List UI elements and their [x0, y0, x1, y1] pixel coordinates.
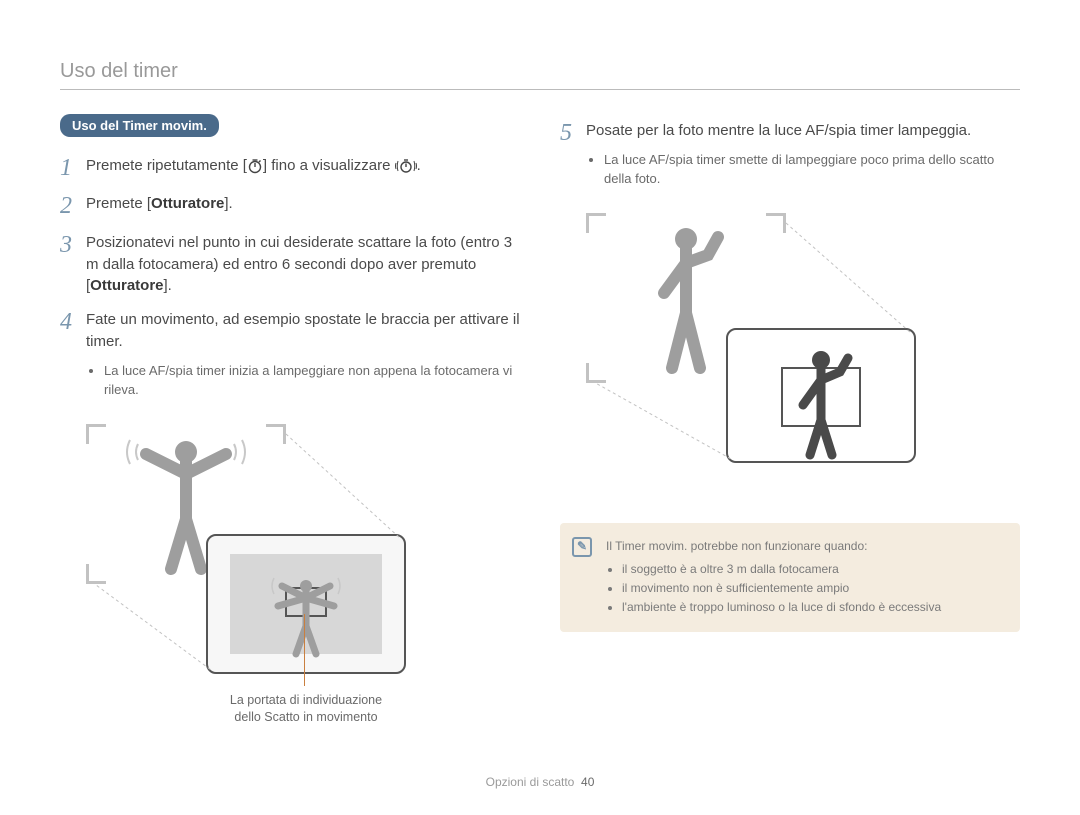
- step-text: .: [417, 157, 421, 174]
- step-text: Posate per la foto mentre la luce AF/spi…: [586, 122, 971, 139]
- step-bullet: La luce AF/spia timer smette di lampeggi…: [604, 150, 1020, 189]
- step-body: Fate un movimento, ad esempio spostate l…: [86, 309, 520, 412]
- step-bold: Otturatore: [90, 277, 163, 294]
- note-item: il soggetto è a oltre 3 m dalla fotocame…: [622, 560, 1006, 579]
- step-text: Premete [: [86, 195, 151, 212]
- connector-lines: [586, 213, 926, 473]
- note-icon: ✎: [572, 537, 592, 557]
- figure-pose: [586, 213, 1020, 493]
- left-column: Uso del Timer movim. 1 Premete ripetutam…: [60, 114, 520, 724]
- step-num: 2: [60, 193, 86, 219]
- figure-motion-detect: La portata di individuazione dello Scatt…: [86, 424, 520, 724]
- page-footer: Opzioni di scatto 40: [0, 775, 1080, 789]
- step-2: 2 Premete [Otturatore].: [60, 193, 520, 219]
- step-text: ].: [224, 195, 232, 212]
- step-num: 1: [60, 155, 86, 181]
- step-1: 1 Premete ripetutamente [ ] fino a visual…: [60, 155, 520, 181]
- footer-page: 40: [581, 775, 594, 789]
- step-body: Premete [Otturatore].: [86, 193, 520, 219]
- step-text: ] fino a visualizzare: [263, 157, 395, 174]
- page-header: Uso del timer: [60, 60, 1020, 90]
- step-body: Posate per la foto mentre la luce AF/spi…: [586, 120, 1020, 201]
- note-lead: Il Timer movim. potrebbe non funzionare …: [606, 537, 1006, 556]
- figure-caption: La portata di individuazione dello Scatt…: [206, 692, 406, 727]
- callout-line: [304, 614, 305, 686]
- step-bullet: La luce AF/spia timer inizia a lampeggia…: [104, 361, 520, 400]
- step-num: 3: [60, 232, 86, 297]
- caption-line: La portata di individuazione: [230, 693, 382, 707]
- caption-line: dello Scatto in movimento: [234, 710, 377, 724]
- step-4: 4 Fate un movimento, ad esempio spostate…: [60, 309, 520, 412]
- step-text: Premete ripetutamente [: [86, 157, 247, 174]
- note-item: l'ambiente è troppo luminoso o la luce d…: [622, 598, 1006, 617]
- section-pill: Uso del Timer movim.: [60, 114, 219, 137]
- step-bullet-list: La luce AF/spia timer inizia a lampeggia…: [104, 361, 520, 400]
- step-body: Premete ripetutamente [ ] fino a visualiz…: [86, 155, 520, 181]
- step-3: 3 Posizionatevi nel punto in cui desider…: [60, 232, 520, 297]
- step-bold: Otturatore: [151, 195, 224, 212]
- motion-timer-icon: [395, 158, 417, 174]
- step-num: 5: [560, 120, 586, 201]
- note-list: il soggetto è a oltre 3 m dalla fotocame…: [622, 560, 1006, 618]
- step-text: Fate un movimento, ad esempio spostate l…: [86, 311, 520, 350]
- note-item: il movimento non è sufficientemente ampi…: [622, 579, 1006, 598]
- right-column: 5 Posate per la foto mentre la luce AF/s…: [560, 114, 1020, 724]
- step-num: 4: [60, 309, 86, 412]
- step-5: 5 Posate per la foto mentre la luce AF/s…: [560, 120, 1020, 201]
- step-body: Posizionatevi nel punto in cui desiderat…: [86, 232, 520, 297]
- content-columns: Uso del Timer movim. 1 Premete ripetutam…: [60, 114, 1020, 724]
- note-box: ✎ Il Timer movim. potrebbe non funzionar…: [560, 523, 1020, 632]
- step-bullet-list: La luce AF/spia timer smette di lampeggi…: [604, 150, 1020, 189]
- step-text: ].: [164, 277, 172, 294]
- footer-label: Opzioni di scatto: [486, 775, 575, 789]
- timer-icon: [247, 158, 263, 174]
- connector-lines: [86, 424, 426, 684]
